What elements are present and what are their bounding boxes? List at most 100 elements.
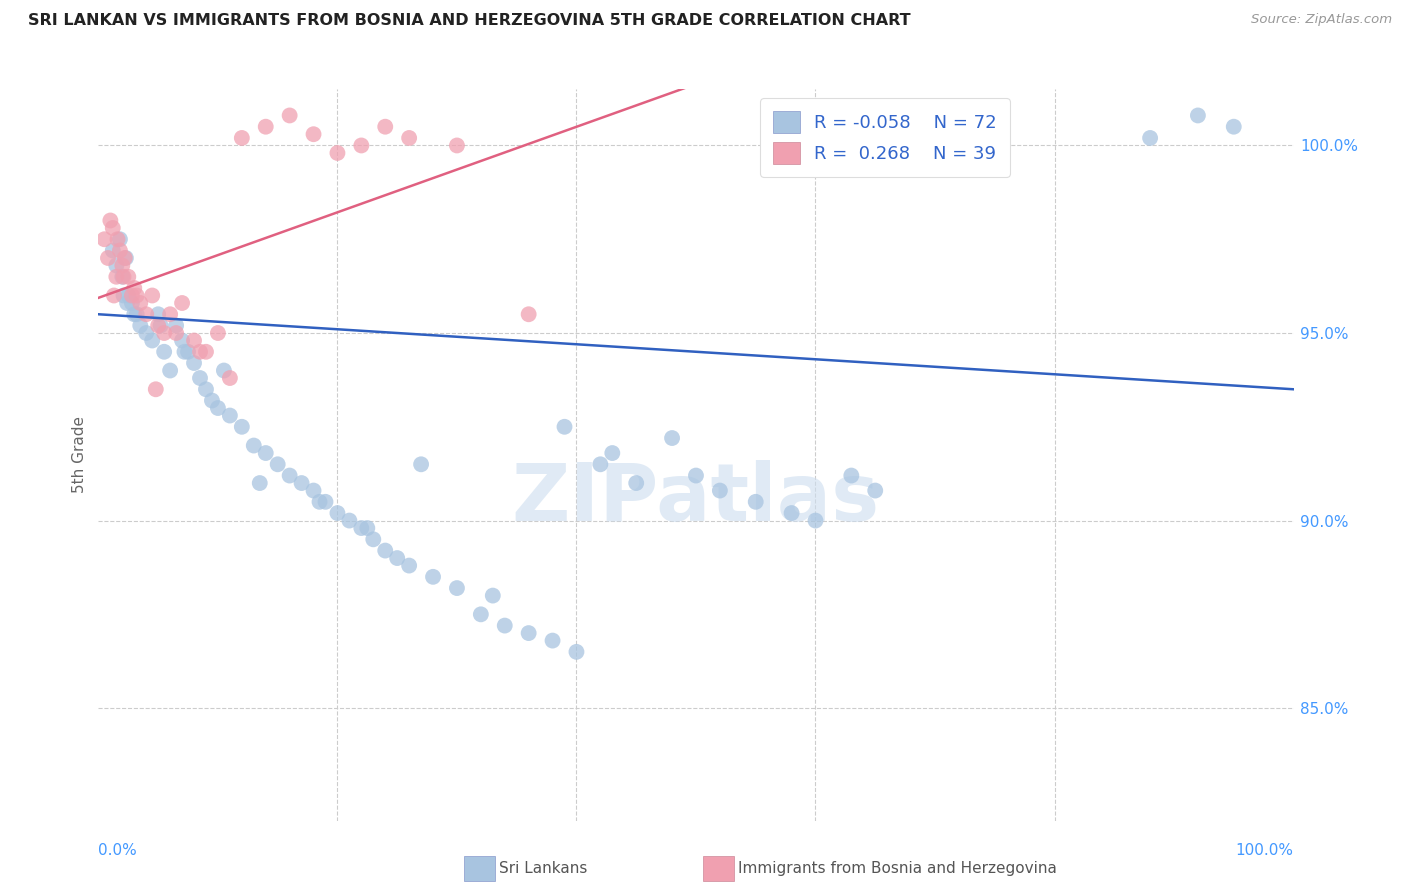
Point: [207, 401, 229, 415]
Point: [148, 307, 170, 321]
Point: [103, 288, 125, 302]
Point: [141, 288, 163, 302]
Point: [231, 419, 253, 434]
Point: [470, 607, 492, 622]
Point: [446, 581, 468, 595]
Point: [278, 468, 301, 483]
Point: [254, 120, 277, 134]
Point: [101, 244, 124, 258]
Point: [446, 138, 468, 153]
Point: [188, 371, 211, 385]
Text: ZIPatlas: ZIPatlas: [512, 459, 880, 538]
Point: [398, 131, 420, 145]
Point: [219, 409, 242, 423]
Point: [105, 259, 128, 273]
Point: [1222, 120, 1246, 134]
Point: [685, 468, 707, 483]
Point: [804, 514, 827, 528]
Point: [350, 138, 373, 153]
Point: [249, 476, 271, 491]
Point: [194, 344, 218, 359]
Point: [117, 269, 139, 284]
Point: [125, 288, 148, 302]
Point: [153, 326, 176, 340]
Point: [135, 307, 157, 321]
Point: [121, 288, 143, 302]
Point: [565, 645, 588, 659]
Point: [125, 307, 148, 321]
Point: [111, 269, 134, 284]
Point: [107, 232, 129, 246]
Point: [124, 307, 146, 321]
Point: [98, 213, 122, 227]
Point: [1187, 108, 1209, 122]
Point: [398, 558, 420, 573]
Point: [243, 438, 266, 452]
Point: [326, 506, 349, 520]
Point: [780, 506, 803, 520]
Point: [308, 495, 330, 509]
Point: [602, 446, 624, 460]
Point: [481, 589, 505, 603]
Point: [554, 419, 576, 434]
Point: [863, 483, 887, 498]
Point: [172, 334, 194, 348]
Point: [517, 307, 540, 321]
Point: [148, 318, 170, 333]
Point: [141, 334, 163, 348]
Point: [363, 533, 385, 547]
Point: [159, 307, 181, 321]
Point: [112, 269, 135, 284]
Point: [626, 476, 648, 491]
Point: [108, 232, 131, 246]
Point: [101, 221, 124, 235]
Point: [108, 244, 131, 258]
Point: [589, 458, 612, 472]
Point: [709, 483, 731, 498]
Point: [112, 288, 135, 302]
Point: [374, 543, 396, 558]
Point: [149, 318, 172, 333]
Point: [129, 318, 152, 333]
Point: [212, 363, 235, 377]
Point: [117, 288, 139, 302]
Legend: R = -0.058    N = 72, R =  0.268    N = 39: R = -0.058 N = 72, R = 0.268 N = 39: [761, 98, 1010, 177]
Point: [302, 483, 325, 498]
Point: [661, 431, 683, 445]
Point: [231, 131, 253, 145]
Point: [411, 458, 433, 472]
Point: [121, 296, 143, 310]
Point: [201, 393, 224, 408]
Point: [115, 251, 138, 265]
Point: [93, 232, 115, 246]
Point: [129, 296, 152, 310]
Point: [165, 318, 187, 333]
Text: 0.0%: 0.0%: [98, 843, 138, 857]
Point: [194, 382, 218, 396]
Point: [315, 495, 337, 509]
Point: [422, 570, 444, 584]
Point: [97, 251, 120, 265]
Text: Sri Lankans: Sri Lankans: [499, 862, 588, 876]
Point: [290, 476, 312, 491]
Point: [541, 633, 564, 648]
Point: [350, 521, 373, 535]
Point: [339, 514, 360, 528]
Point: [177, 344, 200, 359]
Point: [172, 296, 194, 310]
Point: [219, 371, 242, 385]
Point: [135, 326, 157, 340]
Point: [153, 344, 176, 359]
Point: [173, 344, 195, 359]
Point: [115, 296, 138, 310]
Point: [111, 259, 134, 273]
Point: [1139, 131, 1161, 145]
Point: [494, 618, 516, 632]
Point: [374, 120, 396, 134]
Point: [165, 326, 187, 340]
Text: SRI LANKAN VS IMMIGRANTS FROM BOSNIA AND HERZEGOVINA 5TH GRADE CORRELATION CHART: SRI LANKAN VS IMMIGRANTS FROM BOSNIA AND…: [28, 13, 911, 29]
Point: [278, 108, 301, 122]
Point: [183, 334, 205, 348]
Point: [145, 382, 167, 396]
Point: [517, 626, 540, 640]
